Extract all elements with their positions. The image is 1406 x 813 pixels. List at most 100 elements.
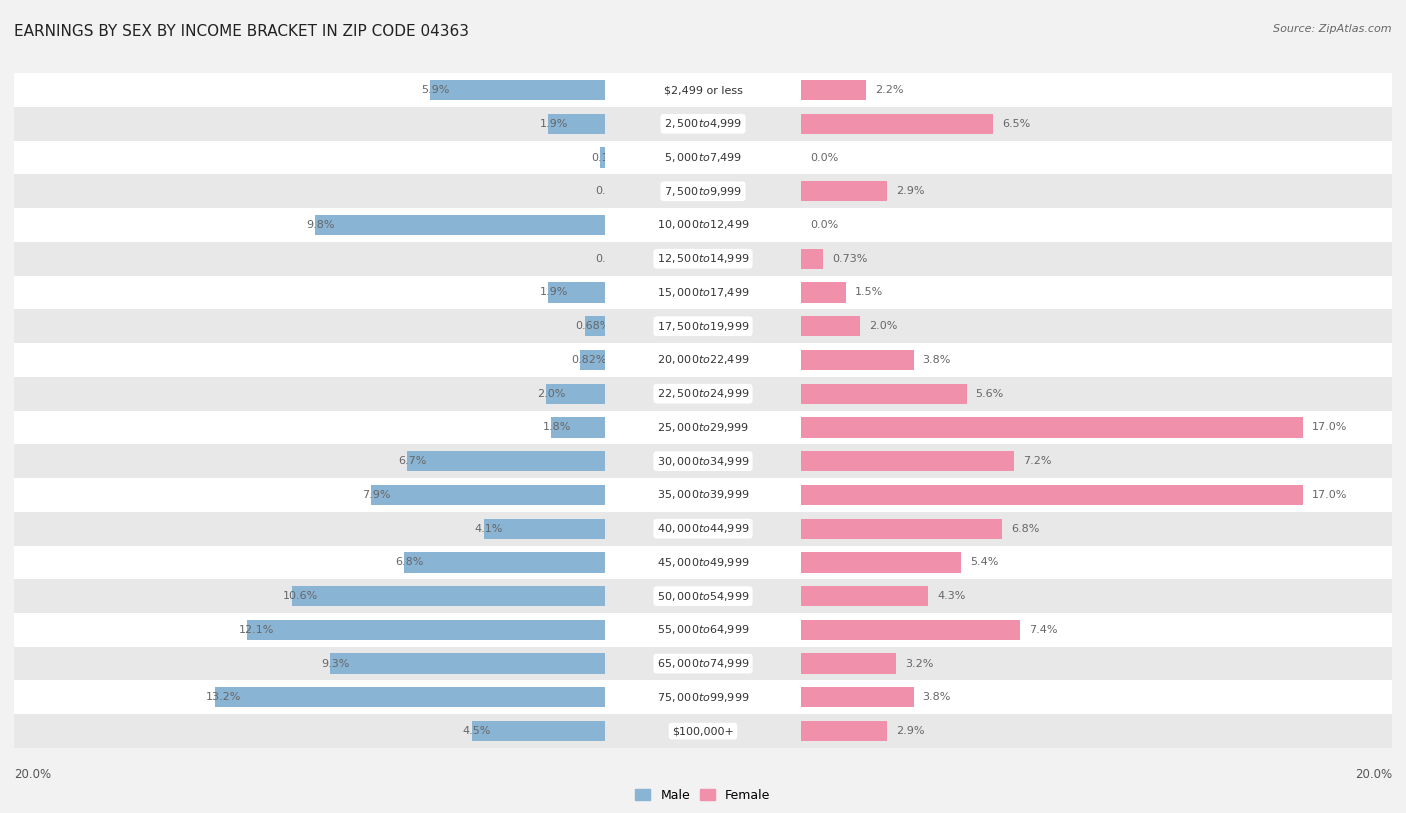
Text: $17,500 to $19,999: $17,500 to $19,999 bbox=[657, 320, 749, 333]
Bar bbox=[801, 444, 1406, 478]
Text: $100,000+: $100,000+ bbox=[672, 726, 734, 736]
Bar bbox=[605, 141, 801, 174]
Bar bbox=[605, 680, 801, 715]
Text: $30,000 to $34,999: $30,000 to $34,999 bbox=[657, 454, 749, 467]
Bar bbox=[605, 343, 801, 376]
Text: 20.0%: 20.0% bbox=[14, 768, 51, 781]
Text: 1.5%: 1.5% bbox=[855, 288, 883, 298]
Text: $25,000 to $29,999: $25,000 to $29,999 bbox=[657, 421, 749, 434]
Text: 4.5%: 4.5% bbox=[463, 726, 491, 736]
Text: $2,500 to $4,999: $2,500 to $4,999 bbox=[664, 117, 742, 130]
Bar bbox=[801, 282, 846, 302]
Bar bbox=[0, 107, 605, 141]
Bar bbox=[801, 579, 1406, 613]
Bar bbox=[291, 586, 605, 606]
Bar bbox=[801, 519, 1002, 539]
Bar bbox=[215, 687, 605, 707]
Bar bbox=[605, 276, 801, 309]
Bar bbox=[548, 114, 605, 134]
Bar bbox=[801, 586, 928, 606]
Text: 1.9%: 1.9% bbox=[540, 288, 568, 298]
Bar bbox=[801, 546, 1406, 579]
Bar bbox=[801, 485, 1303, 505]
Bar bbox=[605, 715, 801, 748]
Bar bbox=[801, 316, 860, 337]
Bar bbox=[801, 309, 1406, 343]
Bar bbox=[605, 478, 801, 512]
Text: $15,000 to $17,499: $15,000 to $17,499 bbox=[657, 286, 749, 299]
Bar bbox=[406, 451, 605, 472]
Text: 17.0%: 17.0% bbox=[1312, 490, 1347, 500]
Bar bbox=[0, 376, 605, 411]
Text: 0.82%: 0.82% bbox=[571, 355, 607, 365]
Bar bbox=[0, 647, 605, 680]
Text: 2.9%: 2.9% bbox=[896, 186, 924, 196]
Text: 4.3%: 4.3% bbox=[938, 591, 966, 601]
Text: $75,000 to $99,999: $75,000 to $99,999 bbox=[657, 691, 749, 704]
Bar bbox=[801, 451, 1014, 472]
Bar bbox=[0, 343, 605, 376]
Bar bbox=[801, 512, 1406, 546]
Bar bbox=[0, 73, 605, 107]
Bar bbox=[605, 411, 801, 444]
Text: 6.5%: 6.5% bbox=[1002, 119, 1031, 128]
Bar bbox=[801, 181, 887, 202]
Text: $2,499 or less: $2,499 or less bbox=[664, 85, 742, 95]
Bar bbox=[585, 316, 605, 337]
Text: $10,000 to $12,499: $10,000 to $12,499 bbox=[657, 219, 749, 232]
Text: 0.0%: 0.0% bbox=[810, 220, 838, 230]
Bar bbox=[0, 208, 605, 241]
Bar bbox=[551, 417, 605, 437]
Text: EARNINGS BY SEX BY INCOME BRACKET IN ZIP CODE 04363: EARNINGS BY SEX BY INCOME BRACKET IN ZIP… bbox=[14, 24, 470, 39]
Text: 5.4%: 5.4% bbox=[970, 558, 998, 567]
Text: $5,000 to $7,499: $5,000 to $7,499 bbox=[664, 151, 742, 164]
Bar bbox=[801, 647, 1406, 680]
Bar bbox=[605, 579, 801, 613]
Bar bbox=[0, 715, 605, 748]
Text: 7.2%: 7.2% bbox=[1024, 456, 1052, 466]
Bar bbox=[605, 208, 801, 241]
Text: $40,000 to $44,999: $40,000 to $44,999 bbox=[657, 522, 749, 535]
Bar bbox=[0, 478, 605, 512]
Bar bbox=[801, 417, 1303, 437]
Bar bbox=[801, 384, 967, 404]
Bar bbox=[0, 411, 605, 444]
Text: $65,000 to $74,999: $65,000 to $74,999 bbox=[657, 657, 749, 670]
Bar bbox=[404, 552, 605, 572]
Text: 0.73%: 0.73% bbox=[832, 254, 868, 263]
Text: $22,500 to $24,999: $22,500 to $24,999 bbox=[657, 387, 749, 400]
Text: 6.8%: 6.8% bbox=[395, 558, 423, 567]
Bar bbox=[801, 715, 1406, 748]
Bar bbox=[472, 721, 605, 741]
Text: 13.2%: 13.2% bbox=[205, 693, 242, 702]
Bar bbox=[546, 384, 605, 404]
Bar bbox=[605, 107, 801, 141]
Bar bbox=[801, 276, 1406, 309]
Bar bbox=[0, 680, 605, 715]
Text: 17.0%: 17.0% bbox=[1312, 423, 1347, 433]
Bar bbox=[605, 309, 801, 343]
Text: $45,000 to $49,999: $45,000 to $49,999 bbox=[657, 556, 749, 569]
Text: 3.8%: 3.8% bbox=[922, 693, 950, 702]
Bar bbox=[0, 309, 605, 343]
Bar bbox=[0, 141, 605, 174]
Bar bbox=[605, 613, 801, 647]
Text: $35,000 to $39,999: $35,000 to $39,999 bbox=[657, 489, 749, 502]
Bar bbox=[801, 174, 1406, 208]
Text: $7,500 to $9,999: $7,500 to $9,999 bbox=[664, 185, 742, 198]
Text: 7.9%: 7.9% bbox=[363, 490, 391, 500]
Text: 6.8%: 6.8% bbox=[1011, 524, 1039, 533]
Bar bbox=[801, 114, 994, 134]
Bar bbox=[0, 444, 605, 478]
Text: $55,000 to $64,999: $55,000 to $64,999 bbox=[657, 624, 749, 637]
Bar bbox=[315, 215, 605, 235]
Text: 3.8%: 3.8% bbox=[922, 355, 950, 365]
Bar bbox=[0, 546, 605, 579]
Bar bbox=[801, 680, 1406, 715]
Text: 1.9%: 1.9% bbox=[540, 119, 568, 128]
Text: 5.6%: 5.6% bbox=[976, 389, 1004, 398]
Bar bbox=[330, 654, 605, 674]
Bar bbox=[801, 376, 1406, 411]
Legend: Male, Female: Male, Female bbox=[630, 784, 776, 806]
Text: Source: ZipAtlas.com: Source: ZipAtlas.com bbox=[1274, 24, 1392, 34]
